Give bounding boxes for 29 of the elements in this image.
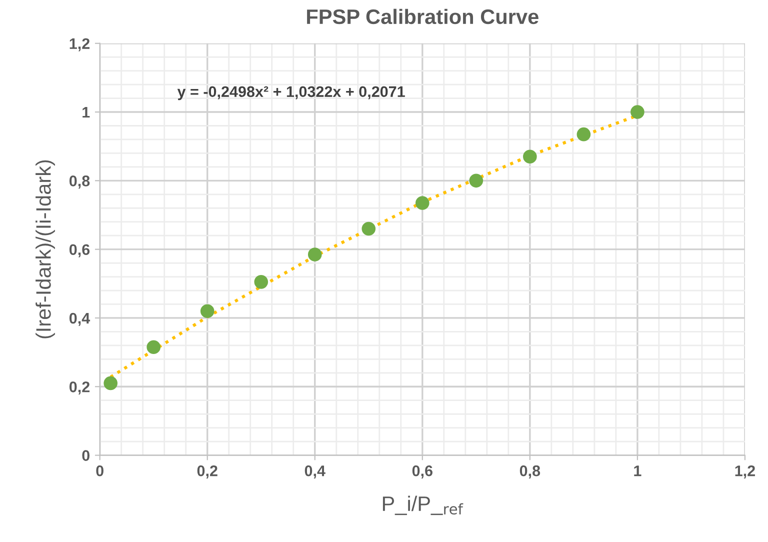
y-tick-label: 0,2 [69, 381, 90, 395]
x-tick-label: 0 [96, 465, 104, 476]
point [523, 150, 537, 164]
point [104, 376, 118, 390]
point [415, 196, 430, 210]
point [362, 222, 376, 236]
annotation: y = -0,2498x² + 1,0322x + 0,2071 [177, 86, 405, 100]
point [630, 105, 644, 119]
y-tick-label: 0,8 [69, 176, 90, 189]
y-tick-label: 0 [82, 450, 90, 461]
y-tick-label: 1 [82, 107, 90, 118]
x-tick-label: 0,2 [197, 465, 218, 478]
y-tick-label: 1,2 [70, 38, 90, 52]
point [254, 275, 268, 289]
x-tick-label: 1,2 [735, 465, 755, 478]
x-tick-label: 0,6 [412, 465, 432, 478]
point [576, 127, 591, 142]
y-tick-label: 0,6 [69, 244, 90, 258]
chart-title: FPSP Calibration Curve [307, 8, 538, 24]
x-tick-label: 1 [634, 466, 642, 476]
x-axis-title: P_i/P_$_{ref}$ [382, 496, 464, 516]
y-tick-label: 0,4 [69, 312, 90, 326]
point [469, 174, 484, 188]
y-axis-title: (Iref-Idark)/(Ii-Idark) [36, 160, 55, 338]
x-tick-label: 0,4 [304, 465, 326, 478]
point [200, 304, 214, 318]
x-tick-label: 0,8 [520, 465, 540, 478]
point [308, 248, 322, 262]
point [146, 340, 161, 354]
